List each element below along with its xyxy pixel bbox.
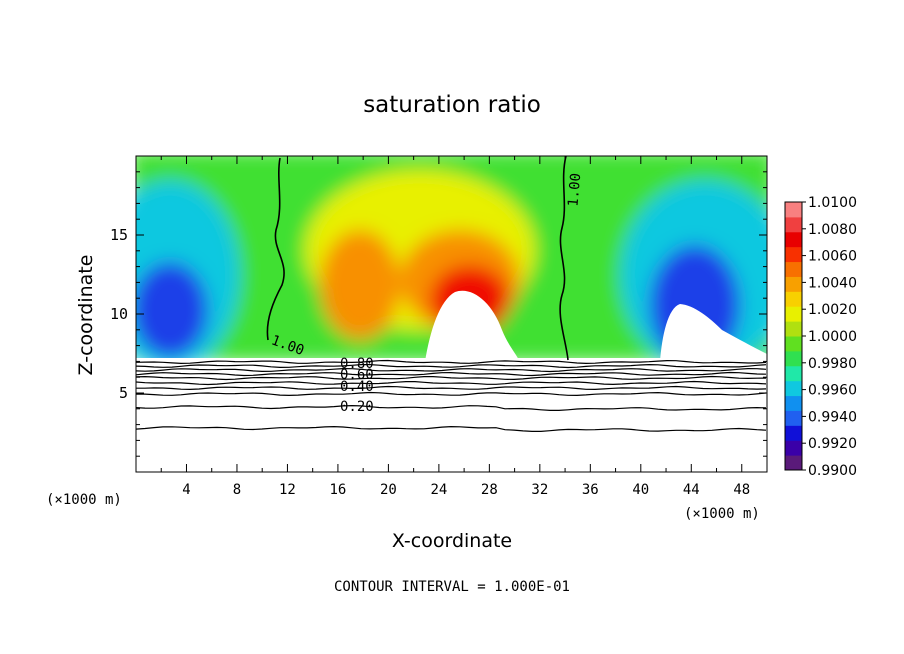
colorbar-swatch <box>785 455 802 471</box>
colorbar-label: 0.9980 <box>808 356 857 372</box>
colorbar-label: 1.0020 <box>808 302 857 318</box>
contour-line-lower <box>136 385 767 391</box>
contour-line-lower <box>136 363 767 369</box>
contour-label-1.00-right: 1.00 <box>565 172 584 207</box>
colorbar-swatch <box>785 202 802 218</box>
colorbar-swatch <box>785 216 802 233</box>
colorbar-swatch <box>785 336 802 352</box>
x-tick-label: 44 <box>683 482 700 498</box>
contour-line-lower <box>136 375 767 381</box>
x-tick-label: 48 <box>733 482 750 498</box>
contour-1.00-left <box>266 157 285 341</box>
lower-white-region <box>136 358 767 472</box>
x-tick-label: 40 <box>632 482 649 498</box>
contour-line-lower <box>136 404 767 411</box>
contour-interval-note: CONTOUR INTERVAL = 1.000E-01 <box>334 579 570 595</box>
x-tick-label: 20 <box>380 482 397 498</box>
colorbar-label: 0.9940 <box>808 409 857 425</box>
x-tick-label: 32 <box>531 482 548 498</box>
x-tick-label: 16 <box>329 482 346 498</box>
chart-title: saturation ratio <box>363 92 541 118</box>
x-tick-label: 28 <box>481 482 498 498</box>
field-center-orange-1 <box>320 230 400 340</box>
x-tick-label: 4 <box>182 482 190 498</box>
colorbar-swatch <box>785 365 802 382</box>
contour-line-lower <box>136 380 767 386</box>
contour-label-0.60: 0.60 <box>340 367 374 383</box>
colorbar-label: 1.0040 <box>808 275 857 291</box>
x-tick-label: 12 <box>279 482 296 498</box>
contour-line-lower <box>136 391 767 397</box>
colorbar-label: 1.0080 <box>808 222 857 238</box>
colorbar-swatch <box>785 395 802 411</box>
y-axis-label: Z-coordinate <box>75 255 97 376</box>
contour-lines <box>136 359 767 432</box>
contour-line-lower <box>136 425 767 432</box>
colorbar-swatch <box>785 261 802 277</box>
contour-line-lower <box>136 371 767 377</box>
colorbar-swatch <box>785 306 802 322</box>
x-tick-label: 8 <box>233 482 241 498</box>
y-tick-label: 5 <box>119 384 128 402</box>
x-unit-left: (×1000 m) <box>46 492 122 508</box>
colorbar-swatch <box>785 350 802 367</box>
colorbar: 1.0100 1.0080 1.0060 1.0040 1.0020 1.0000 0.99… <box>784 195 857 479</box>
x-axis-label: X-coordinate <box>392 530 512 552</box>
contour-line-lower <box>136 367 767 373</box>
field-left-blue <box>136 262 208 358</box>
colorbar-label: 0.9900 <box>808 463 857 479</box>
contour-label-0.20: 0.20 <box>340 399 374 415</box>
colorbar-swatch <box>785 425 802 441</box>
colorbar-label: 1.0000 <box>808 329 857 345</box>
contour-line-lower <box>136 359 767 365</box>
colorbar-swatch <box>785 291 802 307</box>
colorbar-label: 1.0100 <box>808 195 857 211</box>
y-tick-label: 15 <box>110 226 128 244</box>
colorbar-swatch <box>785 440 802 456</box>
colorbar-label: 1.0060 <box>808 249 857 265</box>
dry-region-center <box>425 290 520 362</box>
contour-label-0.40: 0.40 <box>340 379 374 395</box>
y-tick-label: 10 <box>110 305 128 323</box>
colorbar-swatch <box>785 231 802 248</box>
colorbar-swatch <box>785 380 802 397</box>
contour-label-0.80: 0.80 <box>340 356 374 372</box>
plot-area <box>136 156 767 472</box>
colorbar-swatch <box>785 410 802 426</box>
colorbar-swatch <box>785 276 802 292</box>
colorbar-label: 0.9960 <box>808 383 857 399</box>
x-tick-label: 36 <box>582 482 599 498</box>
colorbar-label: 0.9920 <box>808 436 857 452</box>
contour-1.00-right <box>559 156 569 361</box>
dry-region-right <box>660 304 767 362</box>
x-tick-label: 24 <box>430 482 447 498</box>
colorbar-swatch <box>785 246 802 263</box>
x-unit-right: (×1000 m) <box>684 506 760 522</box>
colorbar-swatch <box>785 321 802 337</box>
